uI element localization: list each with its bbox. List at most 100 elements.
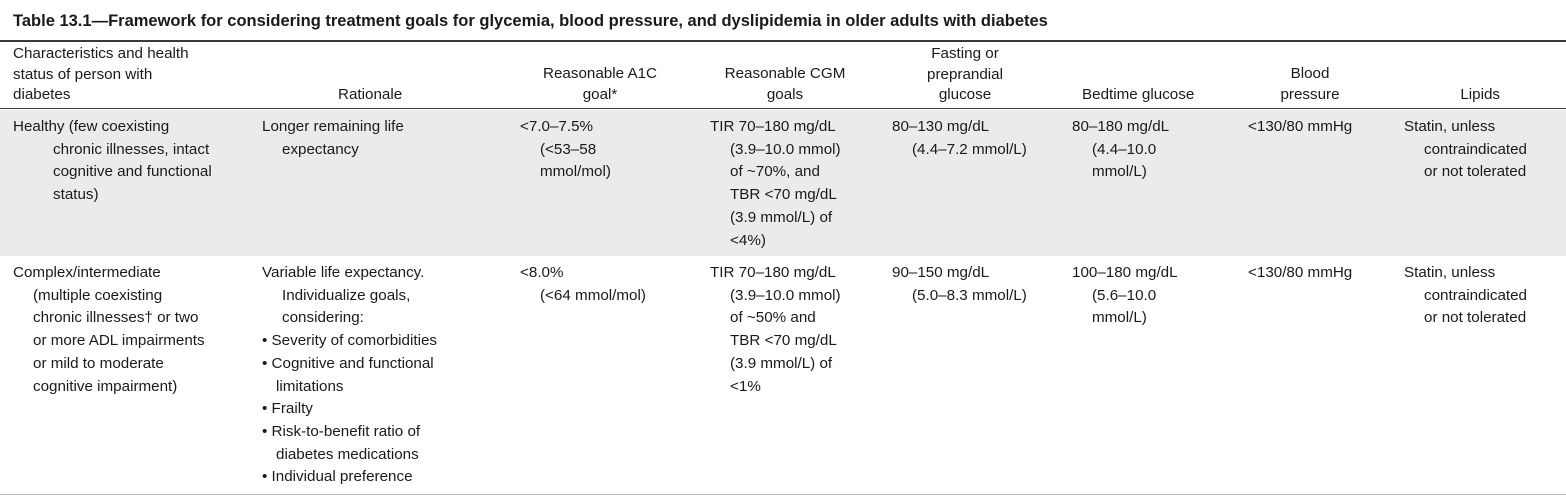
text-line: contraindicated: [1424, 286, 1528, 304]
text-line: cognitive and functional: [53, 163, 212, 181]
bullet-text: Individual preference: [271, 468, 413, 486]
text-line: (3.9–10.0 mmol): [730, 286, 841, 304]
text-line: mmol/L): [1092, 309, 1147, 327]
row2-rationale: Variable life expectancy. Individualize …: [262, 262, 437, 489]
text-line: Longer remaining life: [262, 118, 404, 135]
text-line: Statin, unless: [1404, 118, 1496, 135]
bullet-text: Cognitive and functional: [271, 354, 434, 372]
bottom-rule: [0, 494, 1566, 495]
header-line: Characteristics and health: [13, 45, 189, 62]
text-line: (<64 mmol/mol): [540, 286, 646, 304]
text-line: (3.9 mmol/L) of: [730, 208, 833, 226]
bullet-item: • Risk-to-benefit ratio of: [262, 422, 421, 440]
text-line: or not tolerated: [1424, 309, 1527, 327]
bullet-item: • Severity of comorbidities: [262, 332, 437, 350]
row2-cgm: TIR 70–180 mg/dL (3.9–10.0 mmol) of ~50%…: [710, 262, 841, 398]
header-line: goal*: [582, 85, 618, 103]
text-line: contraindicated: [1424, 140, 1528, 158]
text-line: considering:: [282, 309, 364, 327]
text-line: or not tolerated: [1424, 163, 1527, 181]
row1-bp: <130/80 mmHg: [1248, 116, 1352, 139]
header-characteristics: Characteristics and health status of per…: [13, 44, 189, 106]
bullet-text: limitations: [276, 377, 344, 395]
text-line: Healthy (few coexisting: [13, 118, 170, 135]
text-line: 90–150 mg/dL: [892, 264, 990, 281]
header-line: Fasting or: [931, 45, 999, 62]
text-line: Statin, unless: [1404, 264, 1496, 281]
row2-lipids: Statin, unless contraindicated or not to…: [1404, 262, 1527, 330]
text-line: Variable life expectancy.: [262, 264, 425, 281]
row1-fasting: 80–130 mg/dL (4.4–7.2 mmol/L): [892, 116, 1027, 161]
table-title: Table 13.1—Framework for considering tre…: [13, 12, 1048, 30]
text-line: cognitive impairment): [33, 377, 178, 395]
text-line: (5.6–10.0: [1092, 286, 1157, 304]
text-line: (4.4–7.2 mmol/L): [912, 140, 1027, 158]
text-line: <8.0%: [520, 264, 564, 281]
header-a1c: Reasonable A1C goal*: [530, 64, 670, 105]
row1-bedtime: 80–180 mg/dL (4.4–10.0 mmol/L): [1072, 116, 1169, 184]
bullet-text: Severity of comorbidities: [271, 332, 437, 350]
header-lipids: Lipids: [1400, 85, 1500, 106]
text-line: mmol/L): [1092, 163, 1147, 181]
text-line: 80–180 mg/dL: [1072, 118, 1170, 135]
header-rule: [0, 108, 1566, 110]
row2-bp: <130/80 mmHg: [1248, 262, 1352, 285]
bullet-item: • Frailty: [262, 400, 313, 418]
text-line: (4.4–10.0: [1092, 140, 1157, 158]
text-line: TIR 70–180 mg/dL: [710, 264, 836, 281]
table-row: [0, 110, 1566, 256]
header-line: Lipids: [1460, 86, 1500, 103]
header-line: glucose: [938, 86, 992, 103]
text-line: <7.0–7.5%: [520, 118, 594, 135]
text-line: TBR <70 mg/dL: [730, 332, 837, 350]
row1-characteristics: Healthy (few coexisting chronic illnesse…: [13, 116, 268, 207]
header-line: goals: [766, 85, 804, 103]
row1-lipids: Statin, unless contraindicated or not to…: [1404, 116, 1527, 184]
header-line: Bedtime glucose: [1082, 86, 1195, 103]
header-bedtime: Bedtime glucose: [1082, 85, 1194, 106]
row2-characteristics: Complex/intermediate (multiple coexistin…: [13, 262, 205, 398]
text-line: (5.0–8.3 mmol/L): [912, 286, 1027, 304]
text-line: <1%: [730, 377, 761, 395]
top-rule: [0, 40, 1566, 42]
bullet-text: diabetes medications: [276, 445, 419, 463]
text-line: mmol/mol): [540, 163, 611, 181]
text-line: Complex/intermediate: [13, 264, 161, 281]
header-cgm: Reasonable CGM goals: [710, 64, 860, 105]
header-line: pressure: [1280, 85, 1340, 103]
text-line: TBR <70 mg/dL: [730, 186, 837, 204]
header-bp: Blood pressure: [1260, 64, 1360, 105]
text-line: or mild to moderate: [33, 354, 164, 372]
header-line: Reasonable CGM: [724, 65, 846, 82]
text-line: of ~50% and: [730, 309, 816, 327]
header-line: Rationale: [338, 86, 403, 103]
row1-cgm: TIR 70–180 mg/dL (3.9–10.0 mmol) of ~70%…: [710, 116, 841, 252]
header-fasting: Fasting or preprandial glucose: [900, 44, 1030, 106]
text-line: Individualize goals,: [282, 286, 411, 304]
text-line: TIR 70–180 mg/dL: [710, 118, 836, 135]
text-line: status): [53, 186, 99, 204]
text-line: (multiple coexisting: [33, 286, 163, 304]
text-line: (3.9–10.0 mmol): [730, 140, 841, 158]
header-line: status of person with: [13, 65, 153, 83]
row2-a1c: <8.0% (<64 mmol/mol): [520, 262, 646, 307]
header-rationale: Rationale: [338, 85, 402, 106]
text-line: <4%): [730, 231, 766, 249]
header-line: Blood: [1290, 65, 1330, 82]
bullet-text: Risk-to-benefit ratio of: [271, 422, 421, 440]
row2-bedtime: 100–180 mg/dL (5.6–10.0 mmol/L): [1072, 262, 1178, 330]
header-line: diabetes: [13, 86, 71, 103]
text-line: (<53–58: [540, 140, 597, 158]
text-line: <130/80 mmHg: [1248, 118, 1353, 135]
text-line: or more ADL impairments: [33, 332, 205, 350]
bullet-text: Frailty: [271, 400, 313, 418]
row1-rationale: Longer remaining life expectancy: [262, 116, 404, 161]
header-line: Reasonable A1C: [543, 65, 657, 82]
bullet-item: • Individual preference: [262, 468, 413, 486]
text-line: 100–180 mg/dL: [1072, 264, 1178, 281]
text-line: 80–130 mg/dL: [892, 118, 990, 135]
bullet-item: • Cognitive and functional: [262, 354, 434, 372]
text-line: expectancy: [282, 140, 359, 158]
header-line: preprandial: [927, 65, 1003, 83]
text-line: chronic illnesses, intact: [53, 140, 210, 158]
